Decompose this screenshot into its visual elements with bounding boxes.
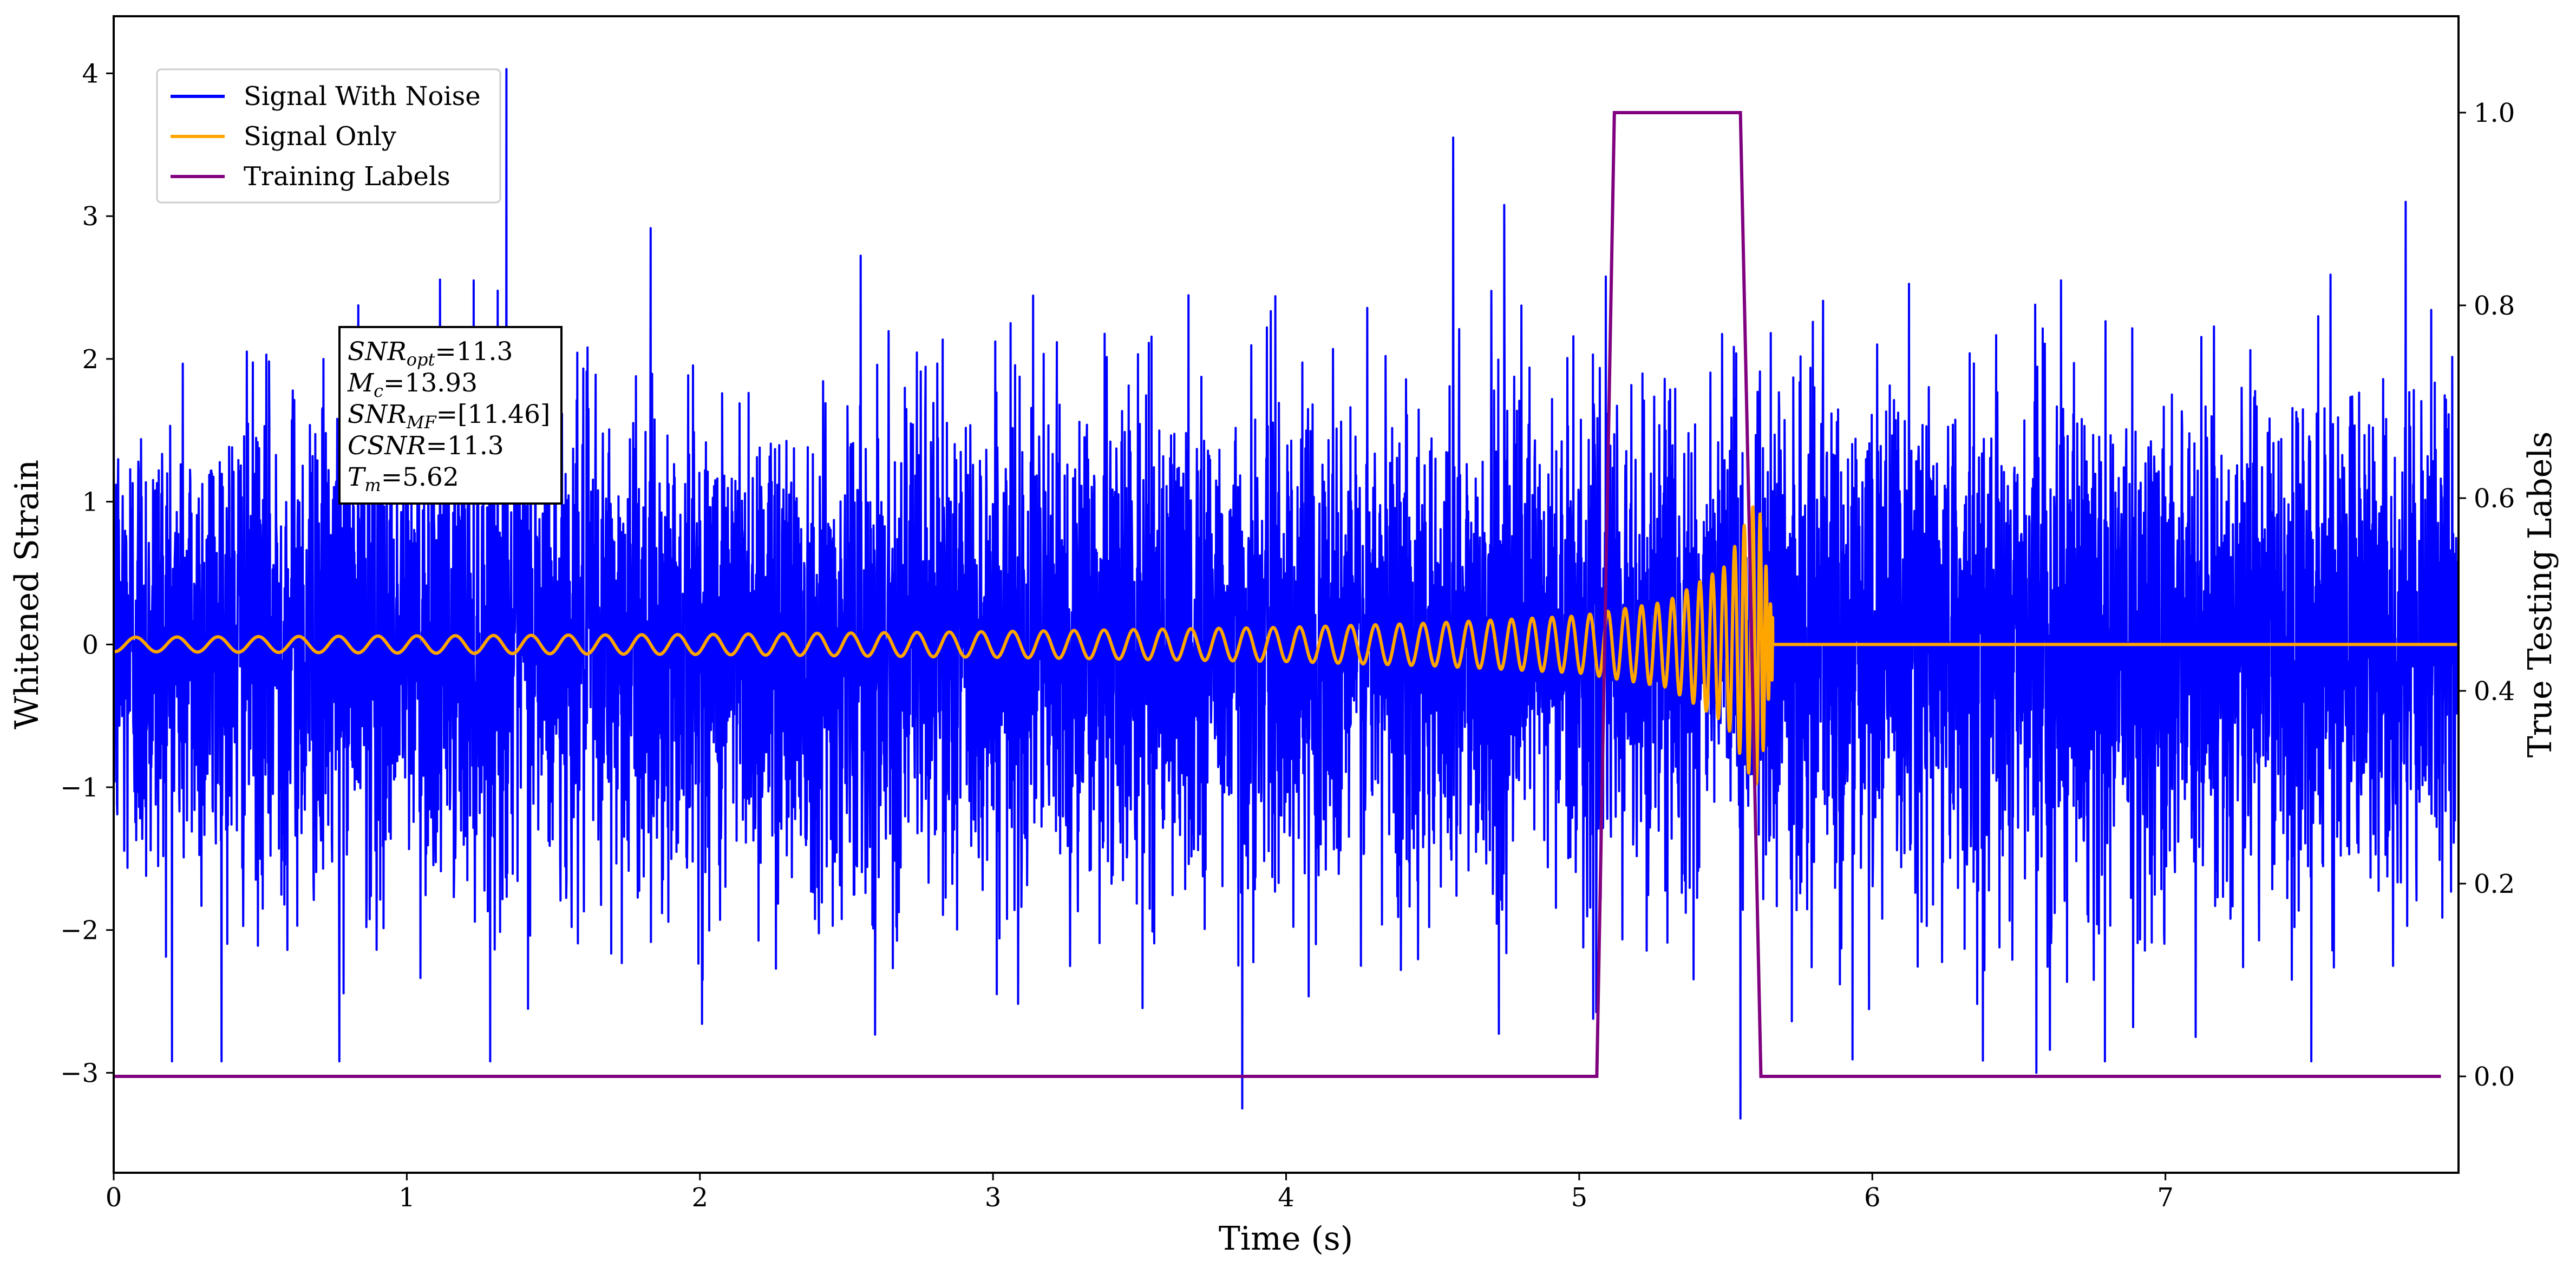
y-tick-label: 0 — [82, 630, 99, 660]
legend-label-signal-only: Signal Only — [244, 121, 396, 152]
y-tick-label: 3 — [82, 201, 99, 232]
series-training-labels — [114, 111, 2441, 1078]
y2-tick-label: 0.0 — [2474, 1062, 2515, 1092]
annotation-csnr: CSNR=11.3 — [348, 431, 504, 461]
legend-label-signal-with-noise: Signal With Noise — [244, 81, 481, 112]
y-axis-left: −3 −2 −1 0 1 2 3 4 — [60, 58, 114, 1088]
y2-tick-label: 0.6 — [2474, 484, 2515, 514]
y2-tick-label: 1.0 — [2474, 98, 2515, 128]
y2-tick-label: 0.2 — [2474, 869, 2515, 899]
annotation-frame — [338, 326, 563, 505]
x-tick-label: 2 — [691, 1182, 708, 1213]
legend-frame — [156, 68, 501, 204]
y2-tick-label: 0.4 — [2474, 676, 2515, 707]
y-tick-label: −1 — [60, 773, 99, 803]
x-tick-label: 3 — [985, 1182, 1002, 1213]
legend: Signal With Noise Signal Only Training L… — [156, 68, 501, 204]
y2-axis-label: True Testing Labels — [2521, 432, 2559, 758]
x-tick-label: 5 — [1571, 1182, 1588, 1213]
x-tick-label: 7 — [2157, 1182, 2174, 1213]
annotation-tm: Tm=5.62 — [348, 462, 459, 495]
x-tick-label: 4 — [1278, 1182, 1294, 1213]
annotation-box: SNRopt=11.3 Mc=13.93 SNRMF=[11.46] CSNR=… — [338, 326, 563, 505]
x-axis: 0 1 2 3 4 5 6 7 — [106, 1173, 2174, 1213]
series-layer — [114, 68, 2459, 1120]
y-tick-label: −2 — [60, 916, 99, 946]
y-tick-label: 1 — [82, 487, 99, 518]
y-axis-right: 0.0 0.2 0.4 0.6 0.8 1.0 — [2459, 98, 2515, 1092]
annotation-snr-mf: SNRMF=[11.46] — [348, 400, 550, 433]
y2-tick-label: 0.8 — [2474, 291, 2515, 321]
x-tick-label: 6 — [1864, 1182, 1881, 1213]
series-signal-only — [114, 505, 2459, 786]
series-signal-with-noise — [114, 68, 2459, 1120]
x-axis-label: Time (s) — [1219, 1220, 1353, 1258]
annotation-mc: Mc=13.93 — [347, 368, 478, 401]
x-tick-label: 0 — [106, 1182, 122, 1213]
y-tick-label: 2 — [82, 344, 99, 375]
legend-label-training-labels: Training Labels — [244, 161, 450, 192]
y-tick-label: 4 — [82, 58, 99, 89]
x-tick-label: 1 — [398, 1182, 415, 1213]
annotation-snr-opt: SNRopt=11.3 — [348, 337, 513, 370]
y-axis-label: Whitened Strain — [8, 460, 46, 729]
y-tick-label: −3 — [60, 1058, 99, 1088]
